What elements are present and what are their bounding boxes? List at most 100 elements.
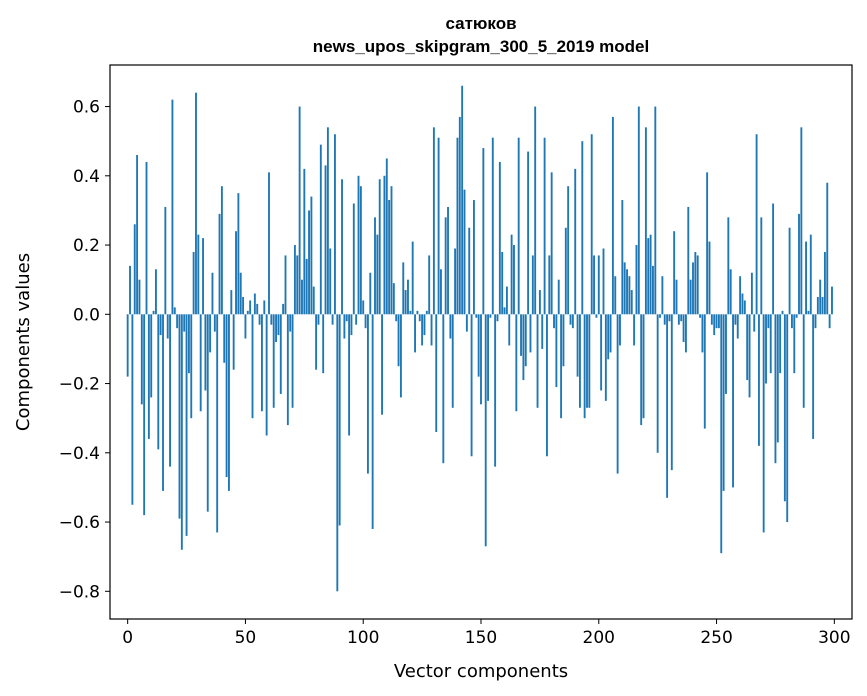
bar [819, 279, 822, 315]
bar [176, 314, 179, 329]
bar [604, 314, 607, 401]
bar [595, 314, 598, 318]
bar [228, 314, 230, 491]
bar [366, 314, 369, 474]
bar [376, 234, 379, 315]
bar [755, 134, 758, 315]
bar [348, 314, 351, 436]
bar [593, 255, 595, 315]
bar [809, 234, 812, 315]
bar [475, 314, 478, 318]
bar [706, 172, 709, 315]
bar [548, 255, 551, 315]
x-tick-label: 300 [818, 628, 850, 648]
bar [256, 303, 259, 315]
bar [656, 314, 659, 453]
bar [659, 314, 661, 318]
bar [430, 314, 433, 346]
bar [616, 314, 619, 474]
bar [576, 314, 579, 377]
bar [682, 314, 685, 342]
bar [385, 158, 388, 315]
bar [675, 279, 678, 315]
bar [720, 314, 723, 554]
bar [816, 296, 819, 315]
bar [790, 314, 793, 329]
bar [477, 314, 480, 377]
bar [152, 310, 155, 315]
y-tick-label: 0.0 [73, 305, 100, 325]
bar [206, 314, 209, 512]
bar [680, 314, 683, 322]
bar [831, 286, 833, 315]
bar [472, 200, 475, 315]
bar [734, 314, 737, 325]
bar [609, 314, 612, 353]
bar [289, 314, 292, 332]
bar [345, 314, 348, 322]
bar [513, 245, 515, 315]
bar [421, 314, 424, 346]
bar [510, 234, 513, 315]
bar [425, 310, 428, 315]
bar [496, 314, 499, 322]
bar [480, 314, 482, 405]
bar [435, 314, 438, 433]
bar [798, 213, 800, 315]
bar [746, 314, 749, 381]
bar [197, 234, 200, 315]
bar [305, 258, 308, 315]
bar [743, 300, 746, 315]
bar [166, 314, 169, 339]
bar [407, 279, 409, 315]
bar [258, 314, 261, 325]
bar [171, 99, 174, 315]
bar [586, 314, 588, 408]
bar [383, 175, 386, 315]
bar [447, 206, 449, 315]
bar [802, 314, 805, 408]
x-axis-label: Vector components [394, 661, 568, 682]
bar [216, 314, 219, 533]
bar [458, 116, 461, 315]
bar [331, 314, 334, 325]
bar [725, 314, 727, 394]
bar [329, 248, 332, 315]
bar [779, 314, 782, 374]
bar [239, 272, 242, 315]
bar [268, 172, 270, 315]
bar [362, 300, 365, 315]
bar [652, 265, 654, 315]
bar [378, 179, 381, 315]
bar [326, 127, 329, 315]
bar [574, 168, 577, 315]
bar [374, 217, 376, 315]
bar [553, 314, 555, 329]
bar [713, 314, 716, 336]
bar [312, 286, 315, 315]
bar [696, 255, 699, 315]
bar [263, 300, 266, 315]
bar [482, 148, 485, 315]
bar [277, 314, 280, 336]
bar [494, 314, 497, 467]
bar [729, 269, 732, 315]
bar [402, 262, 405, 315]
bar [823, 251, 826, 315]
bar [298, 106, 301, 315]
bar [350, 314, 353, 336]
bar [821, 296, 824, 315]
bar [199, 314, 202, 412]
bar [428, 255, 431, 315]
bar [703, 314, 706, 429]
bar [232, 314, 235, 370]
bar [776, 314, 779, 443]
bar [774, 314, 777, 464]
bar [418, 314, 421, 322]
bar [195, 92, 197, 315]
bar [677, 314, 680, 325]
bar [520, 314, 522, 356]
bar [286, 314, 289, 426]
bar [416, 310, 419, 315]
bar [649, 234, 652, 315]
